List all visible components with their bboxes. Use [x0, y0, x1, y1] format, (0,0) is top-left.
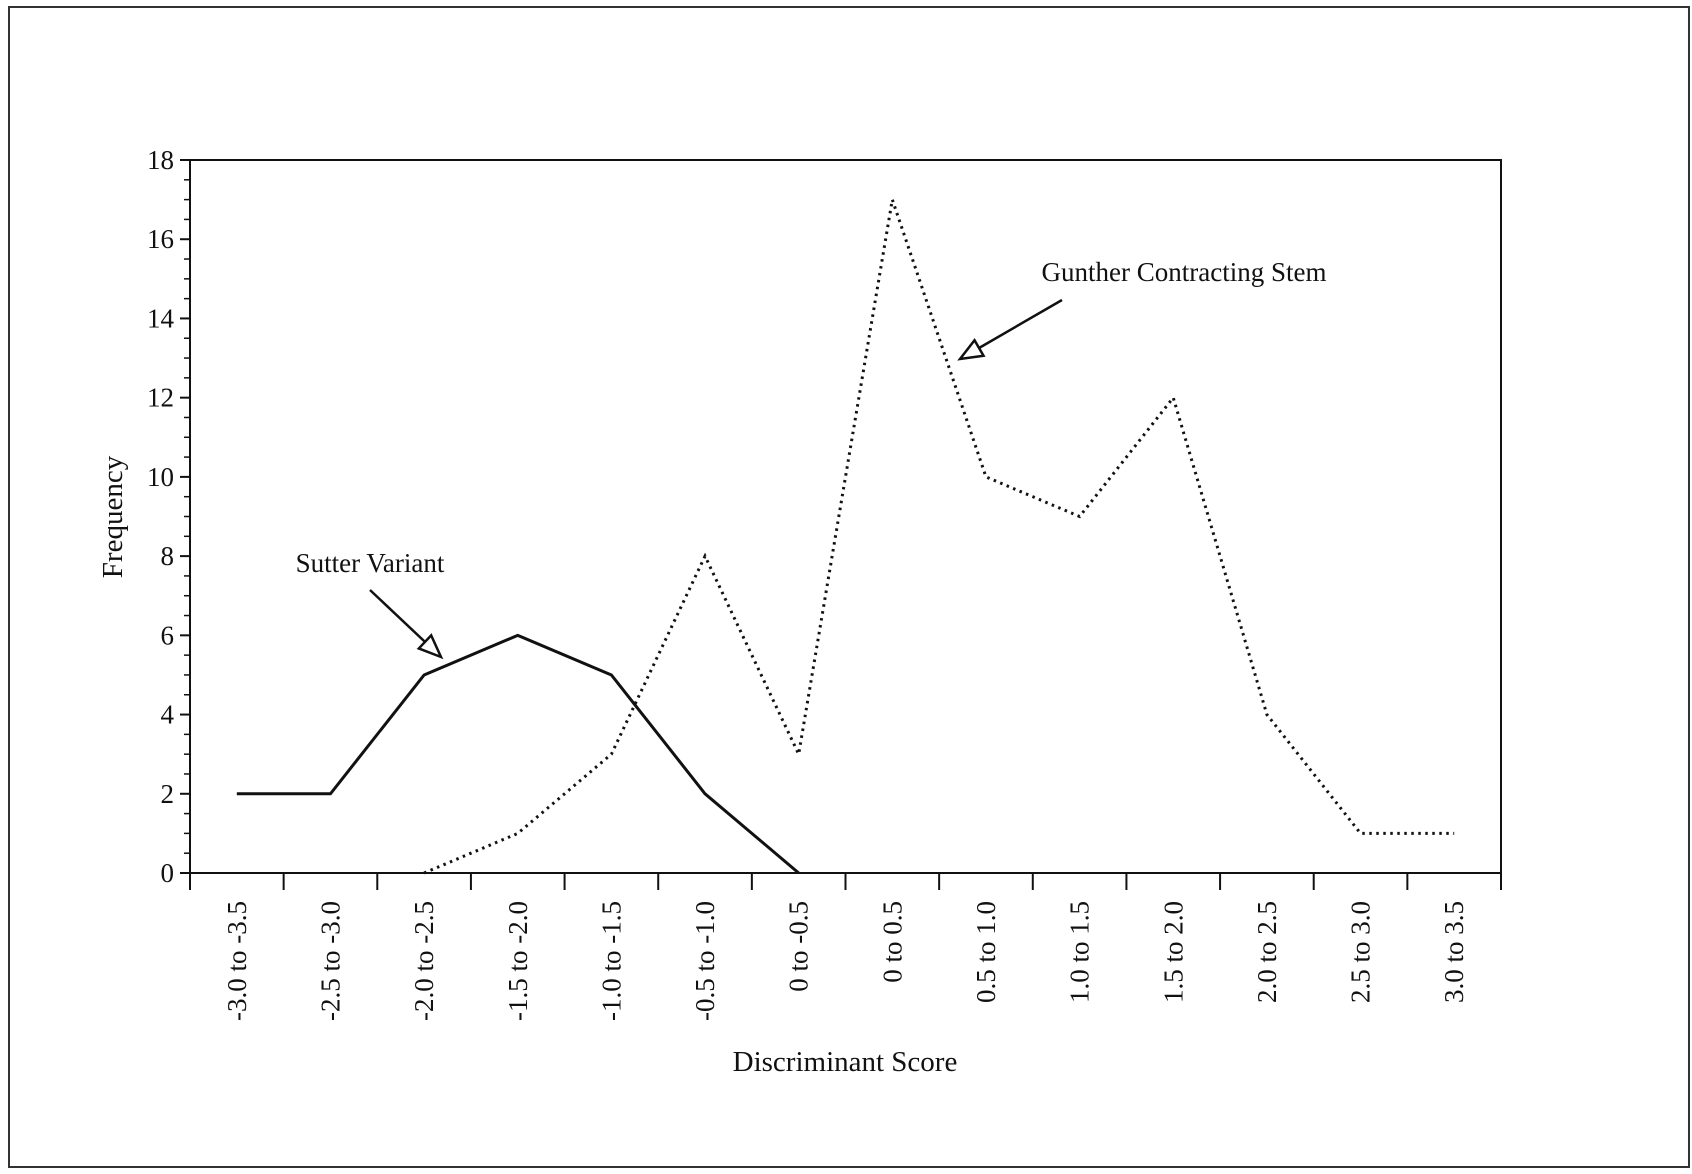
x-tick-label: -3.0 to -3.5: [222, 901, 252, 1021]
x-tick-label: 2.0 to 2.5: [1252, 901, 1282, 1003]
chart-frame: [8, 6, 1690, 1168]
annotation-gunther-contracting-stem-label: Gunther Contracting Stem: [1042, 257, 1327, 287]
x-tick-label: 0.5 to 1.0: [971, 901, 1001, 1003]
x-tick-label: -1.0 to -1.5: [596, 901, 626, 1021]
y-tick-label: 18: [147, 145, 174, 175]
x-tick-label: -2.5 to -3.0: [315, 901, 345, 1021]
x-tick-label: 2.5 to 3.0: [1346, 901, 1376, 1003]
x-tick-label: 3.0 to 3.5: [1439, 901, 1469, 1003]
annotation-sutter-variant-label: Sutter Variant: [296, 548, 445, 578]
x-tick-label: -1.5 to -2.0: [503, 901, 533, 1021]
x-tick-label: 0 to 0.5: [877, 901, 907, 983]
y-tick-label: 0: [161, 858, 175, 888]
y-tick-label: 8: [161, 541, 175, 571]
series-lines: [236, 199, 1455, 875]
y-tick-label: 16: [147, 224, 174, 254]
y-tick-label: 14: [147, 303, 175, 333]
x-axis-title: Discriminant Score: [733, 1046, 958, 1078]
y-tick-label: 10: [147, 462, 174, 492]
sutter-variant-line: [236, 633, 800, 875]
y-tick-label: 6: [161, 620, 175, 650]
x-tick-label: 1.5 to 2.0: [1158, 901, 1188, 1003]
x-tick-label: 1.0 to 1.5: [1065, 901, 1095, 1003]
y-axis-title: Frequency: [97, 455, 129, 578]
x-tick-label: -0.5 to -1.0: [690, 901, 720, 1021]
x-tick-label: -2.0 to -2.5: [409, 901, 439, 1021]
y-tick-label: 12: [147, 383, 174, 413]
gunther-contracting-stem-arrow-head: [957, 337, 986, 361]
gunther-contracting-stem-line: [423, 199, 1455, 875]
x-tick-label: 0 to -0.5: [784, 901, 814, 992]
y-tick-label: 2: [161, 779, 175, 809]
axes: 0 2 4 6 8 10 12 14 16 18 -3.0 to -3.5 -2.5 to -3.0 -…: [147, 145, 1502, 1021]
annotations: Sutter Variant Gunther Contracting Stem: [296, 257, 1327, 660]
gunther-contracting-stem-arrow-shaft: [978, 298, 1063, 350]
sutter-variant-arrow-shaft: [369, 589, 426, 643]
sutter-variant-arrow-head: [416, 633, 444, 660]
y-tick-label: 4: [161, 700, 175, 730]
